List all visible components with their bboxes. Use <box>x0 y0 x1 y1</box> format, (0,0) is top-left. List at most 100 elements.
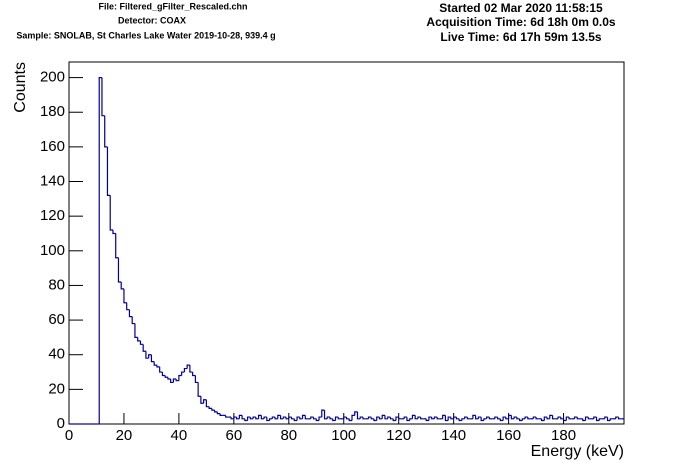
histogram-bin <box>378 417 383 420</box>
histogram-bin <box>186 364 190 369</box>
histogram-bin <box>403 416 407 419</box>
histogram-bin <box>197 382 201 397</box>
histogram-bin <box>150 354 155 363</box>
histogram-bin <box>260 415 265 420</box>
histogram-bin <box>301 414 306 419</box>
histogram-bin <box>117 257 122 283</box>
histogram-bin <box>131 316 135 325</box>
histogram-bin <box>148 354 152 359</box>
histogram-bin <box>497 417 501 420</box>
histogram-bin <box>200 396 204 404</box>
histogram-bin <box>139 340 144 345</box>
y-tick-label: 120 <box>40 207 65 224</box>
histogram-bin <box>271 416 276 419</box>
histogram-bin <box>425 418 429 422</box>
histogram-bin <box>257 414 262 419</box>
y-tick-label: 0 <box>57 415 65 432</box>
histogram-bin <box>282 416 287 419</box>
histogram-bin <box>510 415 515 420</box>
histogram-bin <box>560 417 564 420</box>
histogram-bin <box>557 416 561 419</box>
histogram-bin <box>458 418 462 422</box>
histogram-bin <box>296 416 300 421</box>
histogram-bin <box>225 415 229 418</box>
histogram-bin <box>104 115 108 148</box>
histogram-bin <box>540 418 545 422</box>
histogram-bin <box>244 418 248 422</box>
histogram-bin <box>543 416 548 421</box>
histogram-bin <box>562 418 567 422</box>
histogram-bin <box>461 418 465 421</box>
histogram-bin <box>183 367 188 373</box>
histogram-bin <box>211 408 215 411</box>
x-tick-label: 180 <box>551 427 576 444</box>
histogram-bin <box>370 417 374 420</box>
y-tick-label: 160 <box>40 138 65 155</box>
histogram-bin <box>181 371 185 376</box>
histogram-bin <box>392 418 396 422</box>
histogram-bin <box>472 414 476 419</box>
y-tick-label: 80 <box>48 276 65 293</box>
histogram-bin <box>414 415 418 420</box>
histogram-bin <box>521 418 526 421</box>
histogram-bin <box>315 418 320 422</box>
x-axis-title: Energy (keV) <box>531 443 624 460</box>
header-file: File: Filtered_gFilter_Rescaled.chn <box>98 1 247 11</box>
histogram-bin <box>582 418 586 422</box>
histogram-bin <box>549 414 553 419</box>
y-tick-label: 180 <box>40 103 65 120</box>
histogram-bin <box>389 417 394 420</box>
header-sample: Sample: SNOLAB, St Charles Lake Water 20… <box>16 30 275 40</box>
histogram-bin <box>508 414 512 419</box>
histogram-bin <box>384 415 388 420</box>
histogram-bin <box>321 409 325 418</box>
histogram-bin <box>362 417 366 420</box>
y-tick-label: 20 <box>48 380 65 397</box>
histogram-bin <box>249 417 254 420</box>
histogram-bin <box>126 302 130 311</box>
histogram-bin <box>277 414 281 419</box>
histogram-bin <box>290 417 295 420</box>
histogram-bin <box>444 415 449 422</box>
histogram-bin <box>288 416 292 419</box>
histogram-bin <box>263 416 267 419</box>
histogram-bin <box>499 418 504 422</box>
histogram-bin <box>617 417 622 420</box>
histogram-bin <box>172 378 177 383</box>
histogram-bin <box>337 417 342 420</box>
histogram-bin <box>266 417 270 422</box>
histogram-bin <box>398 417 402 420</box>
x-tick-label: 60 <box>226 427 243 444</box>
y-tick-label: 140 <box>40 172 65 189</box>
y-tick-label: 40 <box>48 346 65 363</box>
y-tick-label: 200 <box>40 69 65 86</box>
histogram-bin <box>428 416 432 421</box>
histogram-bin <box>535 417 539 420</box>
header-started: Started 02 Mar 2020 11:58:15 <box>439 1 603 15</box>
histogram-bin <box>356 411 361 420</box>
histogram-bin <box>433 416 438 419</box>
histogram-bin <box>112 230 116 235</box>
histogram-bin <box>216 411 221 415</box>
y-tick-label: 60 <box>48 311 65 328</box>
histogram-bin <box>252 416 256 419</box>
histogram-bin <box>593 416 597 419</box>
histogram-bin <box>442 414 446 419</box>
histogram-bin <box>573 416 578 419</box>
histogram-bin <box>137 337 141 342</box>
histogram-bin <box>134 323 138 338</box>
histogram-bin <box>488 417 493 420</box>
histogram-bin <box>178 374 182 381</box>
histogram-bin <box>345 417 350 420</box>
histogram-bin <box>205 399 210 408</box>
histogram-bin <box>274 417 278 420</box>
histogram-bin <box>546 417 550 420</box>
histogram-bin <box>332 418 336 422</box>
histogram-bin <box>406 417 410 422</box>
histogram-bin <box>233 416 237 419</box>
histogram-bin <box>268 418 273 421</box>
histogram-bin <box>123 288 127 304</box>
x-tick-label: 80 <box>280 427 297 444</box>
x-tick-label: 120 <box>386 427 411 444</box>
histogram-bin <box>348 418 352 422</box>
